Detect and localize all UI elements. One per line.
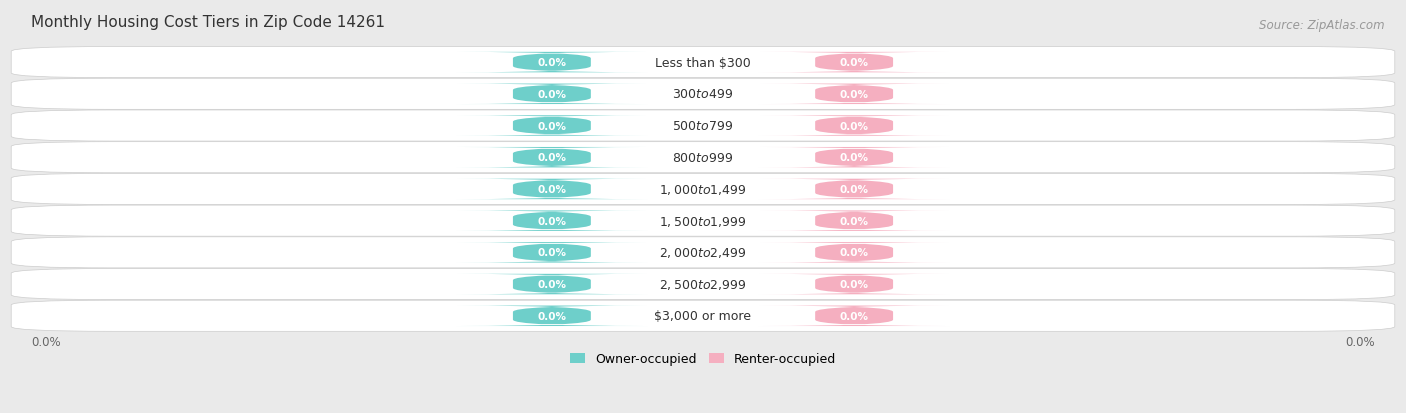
- FancyBboxPatch shape: [759, 211, 949, 231]
- FancyBboxPatch shape: [759, 274, 949, 294]
- Text: 0.0%: 0.0%: [839, 153, 869, 163]
- FancyBboxPatch shape: [759, 179, 949, 200]
- FancyBboxPatch shape: [457, 84, 647, 105]
- FancyBboxPatch shape: [11, 237, 1395, 268]
- Text: $3,000 or more: $3,000 or more: [655, 309, 751, 323]
- Text: 0.0%: 0.0%: [839, 279, 869, 290]
- Text: 0.0%: 0.0%: [839, 90, 869, 100]
- Text: 0.0%: 0.0%: [839, 121, 869, 131]
- FancyBboxPatch shape: [11, 206, 1395, 237]
- FancyBboxPatch shape: [759, 147, 949, 168]
- Text: $1,500 to $1,999: $1,500 to $1,999: [659, 214, 747, 228]
- Text: $1,000 to $1,499: $1,000 to $1,499: [659, 183, 747, 197]
- FancyBboxPatch shape: [11, 142, 1395, 173]
- Text: 0.0%: 0.0%: [839, 248, 869, 258]
- Text: $2,000 to $2,499: $2,000 to $2,499: [659, 246, 747, 260]
- Text: $2,500 to $2,999: $2,500 to $2,999: [659, 278, 747, 291]
- FancyBboxPatch shape: [759, 116, 949, 136]
- Text: Less than $300: Less than $300: [655, 57, 751, 69]
- Text: 0.0%: 0.0%: [1346, 336, 1375, 349]
- Text: 0.0%: 0.0%: [839, 216, 869, 226]
- FancyBboxPatch shape: [759, 242, 949, 263]
- Text: 0.0%: 0.0%: [537, 216, 567, 226]
- FancyBboxPatch shape: [457, 147, 647, 168]
- FancyBboxPatch shape: [457, 306, 647, 326]
- FancyBboxPatch shape: [759, 306, 949, 326]
- Text: $300 to $499: $300 to $499: [672, 88, 734, 101]
- Text: 0.0%: 0.0%: [537, 153, 567, 163]
- FancyBboxPatch shape: [457, 179, 647, 200]
- Text: 0.0%: 0.0%: [537, 58, 567, 68]
- FancyBboxPatch shape: [457, 242, 647, 263]
- FancyBboxPatch shape: [457, 116, 647, 136]
- FancyBboxPatch shape: [11, 301, 1395, 332]
- Text: 0.0%: 0.0%: [537, 311, 567, 321]
- Text: $800 to $999: $800 to $999: [672, 151, 734, 164]
- FancyBboxPatch shape: [759, 53, 949, 73]
- FancyBboxPatch shape: [457, 53, 647, 73]
- Legend: Owner-occupied, Renter-occupied: Owner-occupied, Renter-occupied: [565, 348, 841, 370]
- FancyBboxPatch shape: [11, 111, 1395, 142]
- Text: 0.0%: 0.0%: [537, 279, 567, 290]
- Text: 0.0%: 0.0%: [839, 311, 869, 321]
- Text: $500 to $799: $500 to $799: [672, 120, 734, 133]
- FancyBboxPatch shape: [11, 269, 1395, 300]
- Text: Source: ZipAtlas.com: Source: ZipAtlas.com: [1260, 19, 1385, 31]
- FancyBboxPatch shape: [11, 79, 1395, 110]
- Text: 0.0%: 0.0%: [537, 185, 567, 195]
- FancyBboxPatch shape: [457, 274, 647, 294]
- Text: 0.0%: 0.0%: [537, 121, 567, 131]
- Text: 0.0%: 0.0%: [537, 248, 567, 258]
- FancyBboxPatch shape: [11, 47, 1395, 78]
- Text: Monthly Housing Cost Tiers in Zip Code 14261: Monthly Housing Cost Tiers in Zip Code 1…: [31, 15, 385, 30]
- FancyBboxPatch shape: [11, 174, 1395, 205]
- Text: 0.0%: 0.0%: [31, 336, 60, 349]
- Text: 0.0%: 0.0%: [839, 58, 869, 68]
- FancyBboxPatch shape: [759, 84, 949, 105]
- FancyBboxPatch shape: [457, 211, 647, 231]
- Text: 0.0%: 0.0%: [839, 185, 869, 195]
- Text: 0.0%: 0.0%: [537, 90, 567, 100]
